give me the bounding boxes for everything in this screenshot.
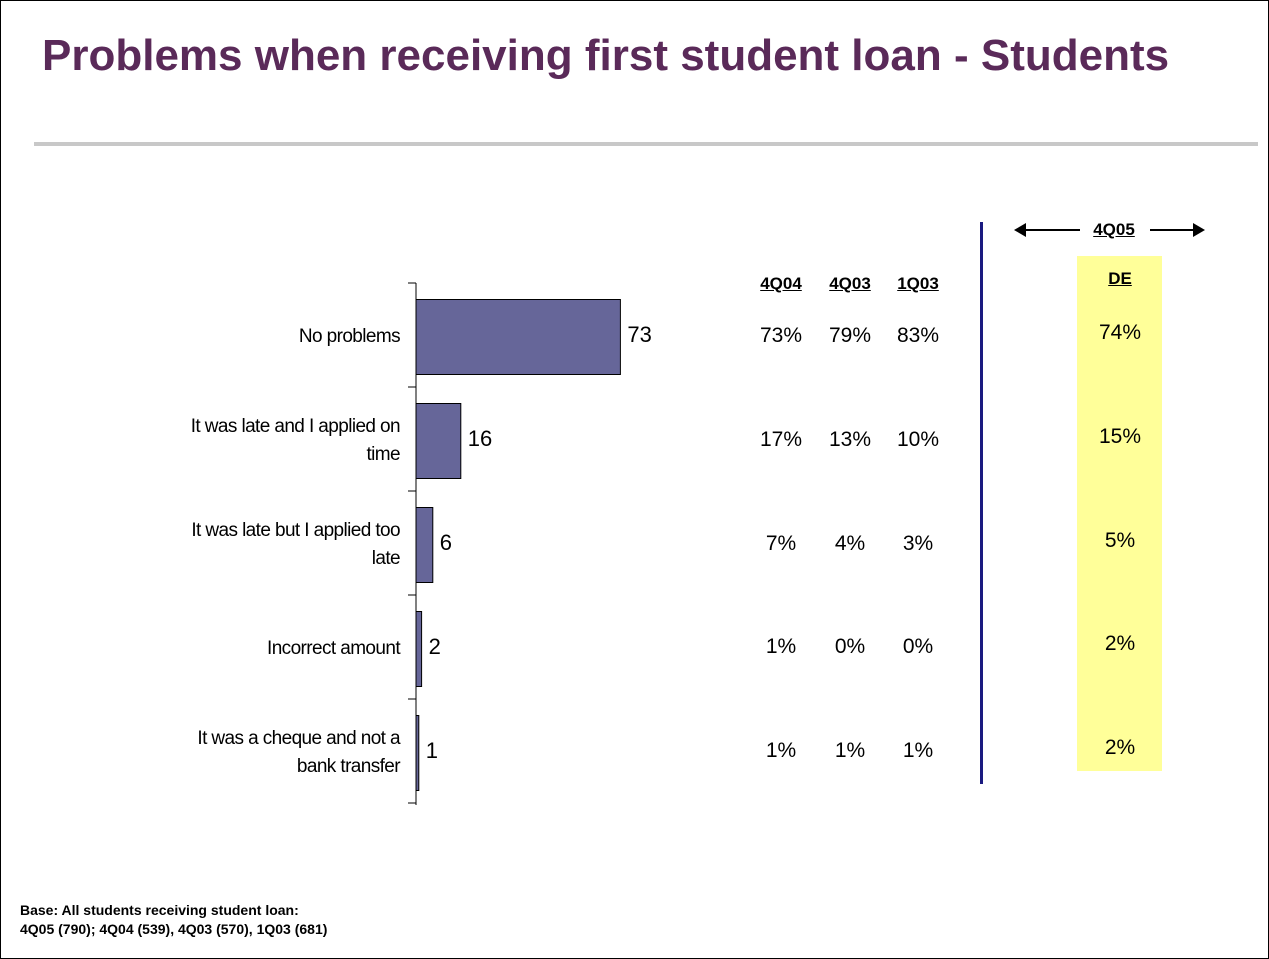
de-highlight-column: [1077, 256, 1162, 771]
data-label: 16: [468, 426, 492, 451]
category-label-line: late: [371, 548, 401, 569]
de-cell: 2%: [1104, 632, 1136, 655]
col-header-4q03: 4Q03: [829, 274, 871, 293]
arrow-left-icon: [1014, 223, 1026, 237]
table-cell: 0%: [902, 635, 934, 658]
base-note-line1: Base: All students receiving student loa…: [20, 902, 299, 918]
arrow-line-right: [1150, 229, 1195, 231]
table-cell: 73%: [759, 324, 803, 347]
bar: [415, 507, 434, 583]
category-label: Incorrect amount: [140, 635, 401, 663]
category-label-line: It was late and I applied on: [190, 416, 401, 437]
category-label-line: It was a cheque and not a: [197, 728, 400, 749]
base-note-line2: 4Q05 (790); 4Q04 (539), 4Q03 (570), 1Q03…: [20, 921, 328, 937]
de-cell: 5%: [1104, 529, 1136, 552]
table-cell: 10%: [896, 428, 940, 451]
table-cell: 13%: [828, 428, 872, 451]
de-cell: 74%: [1098, 321, 1142, 344]
table-cell: 3%: [902, 532, 934, 555]
category-label-line: time: [366, 444, 401, 465]
title-divider: [34, 142, 1258, 146]
category-label: It was late but I applied too late: [140, 517, 400, 573]
de-cell: 15%: [1098, 425, 1142, 448]
table-cell: 1%: [765, 739, 797, 762]
data-label: 1: [426, 738, 438, 763]
col-header-1q03: 1Q03: [897, 274, 939, 293]
category-label: No problems: [140, 323, 401, 351]
bar: [415, 299, 621, 375]
data-label: 73: [627, 322, 651, 347]
arrow-line-left: [1024, 229, 1080, 231]
table-cell: 1%: [765, 635, 797, 658]
category-label-line: It was late but I applied too: [191, 520, 400, 541]
base-note: Base: All students receiving student loa…: [20, 901, 327, 939]
category-label: It was late and I applied on time: [140, 413, 401, 469]
col-header-de: DE: [1108, 269, 1132, 288]
data-label: 6: [440, 530, 452, 555]
category-label-line: bank transfer: [296, 756, 401, 777]
table-cell: 17%: [759, 428, 803, 451]
bar: [415, 403, 462, 479]
bar: [415, 611, 423, 687]
col-header-4q04: 4Q04: [760, 274, 802, 293]
arrow-right-icon: [1193, 223, 1205, 237]
table-cell: 7%: [765, 532, 797, 555]
de-cell: 2%: [1104, 736, 1136, 759]
table-cell: 1%: [902, 739, 934, 762]
group-header-4q05: 4Q05: [1093, 220, 1135, 239]
category-label: It was a cheque and not a bank transfer: [140, 725, 400, 781]
category-label-line: No problems: [298, 326, 401, 347]
table-cell: 79%: [828, 324, 872, 347]
data-label: 2: [429, 634, 441, 659]
table-divider: [980, 222, 983, 784]
page-title: Problems when receiving first student lo…: [42, 31, 1170, 80]
table-cell: 0%: [834, 635, 866, 658]
bar: [415, 715, 420, 791]
table-cell: 83%: [896, 324, 940, 347]
table-cell: 4%: [834, 532, 866, 555]
table-cell: 1%: [834, 739, 866, 762]
category-label-line: Incorrect amount: [267, 638, 401, 659]
